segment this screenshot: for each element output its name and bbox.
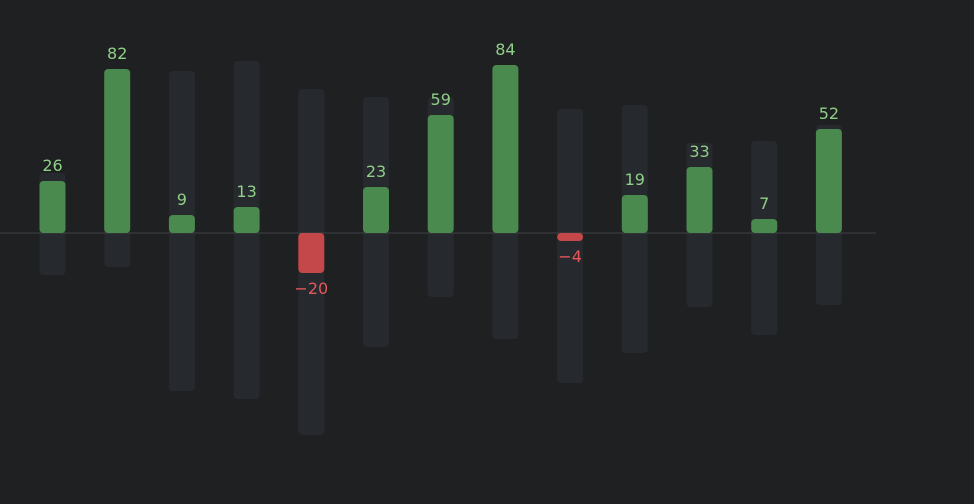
bar-3[interactable] [233, 207, 260, 233]
data-label-10: 33 [689, 142, 709, 161]
value-bars [39, 65, 842, 273]
data-label-3: 13 [236, 182, 256, 201]
bar-6[interactable] [427, 115, 454, 233]
bar-10[interactable] [686, 167, 713, 233]
data-label-7: 84 [495, 40, 515, 59]
bar-1[interactable] [104, 69, 131, 233]
range-track-11 [751, 141, 778, 335]
data-label-5: 23 [366, 162, 386, 181]
bar-7[interactable] [492, 65, 519, 233]
data-label-1: 82 [107, 44, 127, 63]
bar-8[interactable] [557, 233, 584, 241]
data-label-4: −20 [294, 279, 328, 298]
data-label-9: 19 [625, 170, 645, 189]
bar-9[interactable] [621, 195, 648, 233]
bar-0[interactable] [39, 181, 66, 233]
bar-5[interactable] [363, 187, 389, 233]
data-label-8: −4 [558, 247, 582, 266]
range-track-8 [557, 109, 584, 383]
data-label-2: 9 [177, 190, 187, 209]
data-labels: 26 82 9 13 −20 23 59 84 −4 19 33 7 52 [42, 40, 839, 298]
data-label-0: 26 [42, 156, 62, 175]
data-label-11: 7 [759, 194, 769, 213]
bar-4[interactable] [298, 233, 325, 273]
bar-12[interactable] [815, 129, 842, 233]
data-label-6: 59 [431, 90, 451, 109]
data-label-12: 52 [819, 104, 839, 123]
bar-11[interactable] [751, 219, 778, 233]
bar-2[interactable] [168, 215, 195, 233]
